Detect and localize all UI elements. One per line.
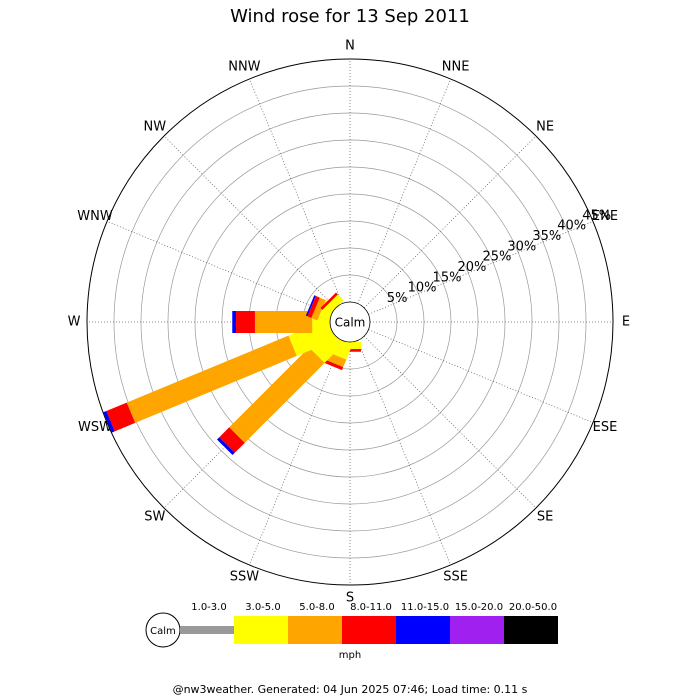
ring-label: 30% (507, 239, 536, 254)
ring-label: 40% (557, 219, 586, 234)
bar-segment (305, 295, 316, 317)
direction-label: NE (536, 119, 554, 134)
direction-label: N (345, 39, 355, 54)
ring-label: 25% (482, 250, 511, 265)
direction-label: SSE (443, 569, 468, 584)
ring-label: 5% (387, 291, 408, 306)
ring-label: 45% (582, 208, 611, 223)
calm-label: Calm (335, 316, 366, 330)
bar-segment (236, 311, 255, 333)
direction-label: WNW (77, 209, 113, 224)
bar-segment (126, 335, 297, 423)
calm-circle (329, 301, 371, 343)
bar-segment (216, 437, 235, 456)
legend-swatch (396, 616, 450, 644)
direction-label: ENE (592, 209, 618, 224)
direction-label: WSW (78, 420, 112, 435)
direction-label: W (68, 315, 81, 330)
legend-swatch (450, 616, 504, 644)
legend-label: 20.0-50.0 (509, 602, 557, 613)
legend-swatch (234, 616, 288, 644)
legend-swatch (180, 626, 234, 634)
legend-label: 15.0-20.0 (455, 602, 503, 613)
ring-label: 20% (457, 260, 486, 275)
legend-label: 8.0-11.0 (350, 602, 392, 613)
bar-segment (103, 411, 115, 433)
legend-swatch (288, 616, 342, 644)
legend-swatch (504, 616, 558, 644)
bar-segment (320, 292, 338, 310)
bar-segment (254, 311, 313, 333)
legend-calm-label: Calm (150, 626, 176, 637)
bar-segment (308, 328, 344, 364)
legend-label: 5.0-8.0 (299, 602, 334, 613)
legend-swatch (342, 616, 396, 644)
legend-label: 1.0-3.0 (191, 602, 226, 613)
bar-segment (229, 347, 325, 443)
bar-segment (307, 295, 320, 318)
direction-label: NW (144, 119, 167, 134)
ring-label: 10% (408, 281, 437, 296)
bar-segment (321, 358, 344, 371)
direction-label: NNW (228, 60, 260, 75)
chart-title: Wind rose for 13 Sep 2011 (230, 6, 470, 27)
bar-segment (106, 402, 136, 432)
direction-label: SSW (230, 569, 260, 584)
bar-segment (219, 427, 245, 453)
footer: @nw3weather. Generated: 04 Jun 2025 07:4… (173, 683, 528, 696)
bar-segment (322, 294, 344, 316)
ring-label: 15% (433, 270, 462, 285)
direction-label: NNE (442, 60, 470, 75)
legend-label: 11.0-15.0 (401, 602, 449, 613)
grid-ring (86, 58, 614, 586)
direction-label: E (622, 315, 630, 330)
direction-label: SE (537, 510, 553, 525)
unit-label: mph (339, 650, 361, 661)
legend-label: 3.0-5.0 (245, 602, 280, 613)
bar-segment (232, 311, 237, 333)
direction-label: S (346, 591, 354, 606)
ring-label: 35% (532, 229, 561, 244)
direction-label: ESE (593, 420, 618, 435)
direction-label: SW (144, 510, 165, 525)
bar-segment (311, 297, 326, 321)
